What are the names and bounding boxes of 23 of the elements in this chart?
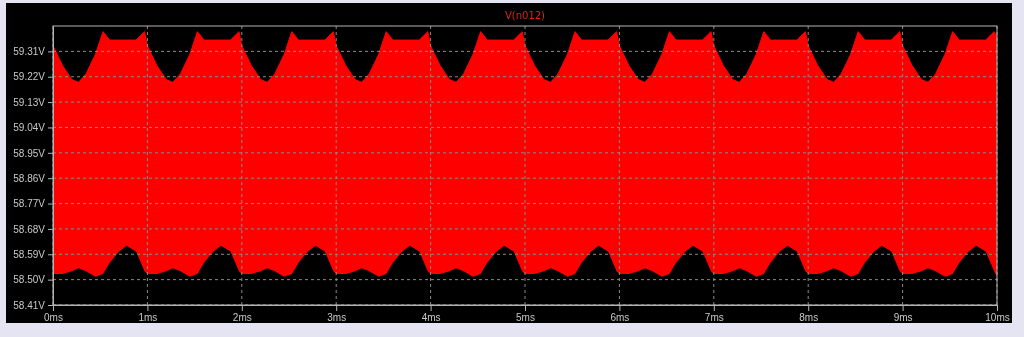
y-tick-label: 58.86V — [13, 172, 46, 184]
y-tick-label: 59.04V — [13, 122, 46, 134]
x-tick-label: 9ms — [893, 312, 913, 324]
y-tick-label: 58.41V — [13, 299, 46, 311]
x-tick-label: 8ms — [799, 312, 819, 324]
y-tick-label: 59.31V — [13, 46, 46, 58]
y-tick-label: 58.59V — [13, 248, 46, 260]
y-tick-label: 59.13V — [13, 96, 46, 108]
x-tick-label: 10ms — [985, 312, 1010, 324]
x-tick-label: 0ms — [44, 312, 63, 324]
y-tick-label: 59.22V — [13, 71, 46, 83]
y-tick-label: 58.77V — [13, 198, 46, 210]
x-tick-label: 6ms — [610, 312, 630, 324]
y-tick-label: 58.95V — [13, 147, 46, 159]
y-tick-label: 58.50V — [13, 274, 46, 286]
x-tick-label: 2ms — [232, 312, 252, 324]
y-tick-label: 58.68V — [13, 223, 46, 235]
x-tick-label: 3ms — [327, 312, 347, 324]
x-tick-label: 5ms — [516, 312, 535, 324]
x-tick-label: 4ms — [421, 312, 441, 324]
chart-title: V(n012) — [504, 10, 546, 21]
x-tick-label: 7ms — [704, 312, 724, 324]
x-tick-label: 1ms — [138, 312, 158, 324]
